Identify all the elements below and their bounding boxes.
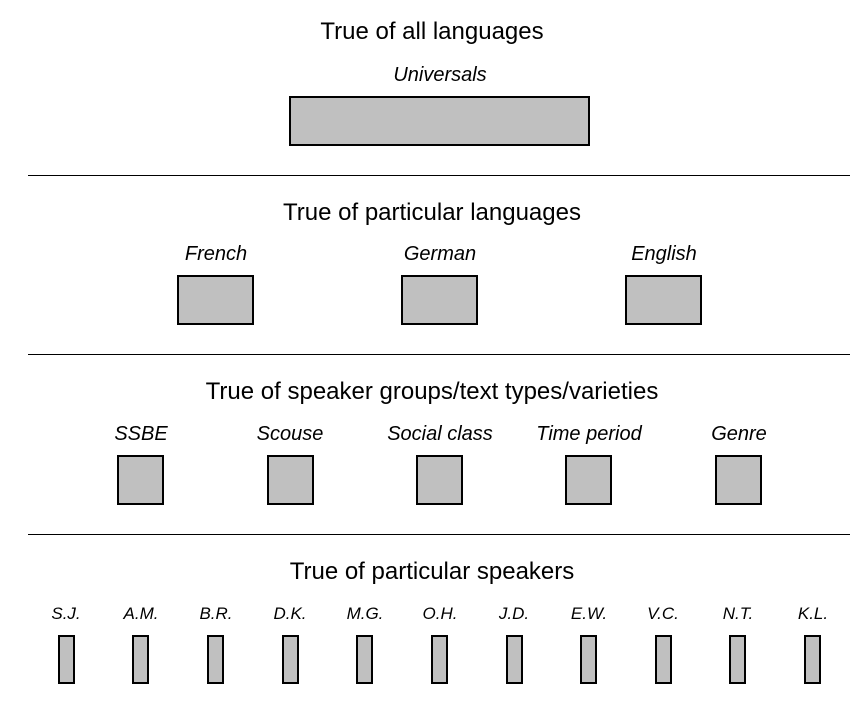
speaker-label-mg: M.G.: [346, 604, 384, 623]
speaker-label-sj: S.J.: [51, 604, 81, 623]
level-heading-languages: True of particular languages: [283, 199, 581, 226]
category-box-english: [625, 275, 702, 325]
category-label-genre: Genre: [711, 423, 767, 445]
level-heading-groups: True of speaker groups/text types/variet…: [205, 378, 659, 405]
level-heading-speakers: True of particular speakers: [289, 558, 575, 585]
speaker-label-br: B.R.: [199, 604, 233, 623]
category-label-scouse: Scouse: [256, 423, 324, 445]
speaker-label-jd: J.D.: [498, 604, 530, 623]
speaker-box-ew: [580, 635, 597, 684]
level-divider: [28, 175, 850, 176]
speaker-label-ew: E.W.: [570, 604, 608, 623]
speaker-label-dk: D.K.: [273, 604, 307, 623]
speaker-box-mg: [356, 635, 373, 684]
speaker-label-kl: K.L.: [797, 604, 829, 623]
category-label-ssbe: SSBE: [114, 423, 168, 445]
level-divider: [28, 534, 850, 535]
category-label-time-period: Time period: [536, 423, 642, 445]
category-box-social-class: [416, 455, 463, 505]
speaker-box-dk: [282, 635, 299, 684]
speaker-label-am: A.M.: [123, 604, 159, 623]
category-box-german: [401, 275, 478, 325]
category-box-scouse: [267, 455, 314, 505]
speaker-box-oh: [431, 635, 448, 684]
speaker-label-oh: O.H.: [422, 604, 458, 623]
speaker-box-am: [132, 635, 149, 684]
level-heading-universal: True of all languages: [320, 18, 544, 45]
category-box-french: [177, 275, 254, 325]
speaker-box-br: [207, 635, 224, 684]
speaker-box-kl: [804, 635, 821, 684]
speaker-label-vc: V.C.: [647, 604, 679, 623]
category-box-ssbe: [117, 455, 164, 505]
speaker-box-vc: [655, 635, 672, 684]
category-box-genre: [715, 455, 762, 505]
speaker-box-nt: [729, 635, 746, 684]
speaker-box-jd: [506, 635, 523, 684]
category-label-social-class: Social class: [387, 423, 493, 445]
category-box-universals: [289, 96, 590, 146]
speaker-box-sj: [58, 635, 75, 684]
category-label-french: French: [184, 243, 248, 265]
category-label-universals: Universals: [393, 64, 487, 86]
level-divider: [28, 354, 850, 355]
speaker-label-nt: N.T.: [722, 604, 754, 623]
category-label-english: English: [631, 243, 697, 265]
category-label-german: German: [403, 243, 477, 265]
category-box-time-period: [565, 455, 612, 505]
